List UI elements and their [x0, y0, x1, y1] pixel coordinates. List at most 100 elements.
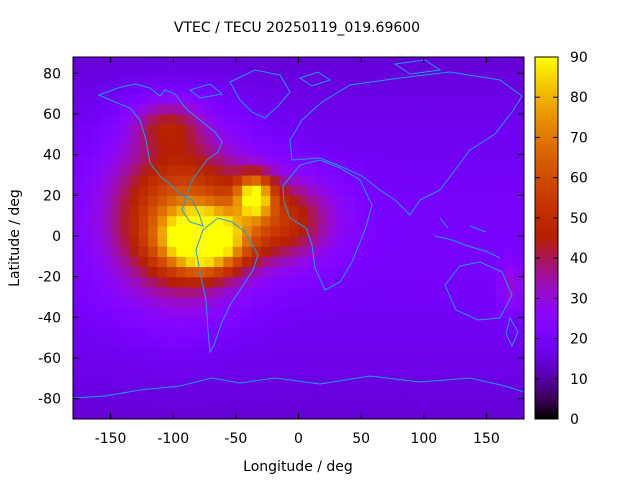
heatmap-cell — [448, 225, 459, 237]
heatmap-cell — [345, 378, 356, 390]
heatmap-cell — [345, 317, 356, 329]
heatmap-cell — [430, 63, 441, 74]
x-axis: -150 -100 -50 0 50 100 150 — [95, 57, 500, 447]
heatmap-cell — [242, 205, 253, 217]
heatmap-cell — [439, 388, 450, 400]
heatmap-cell — [448, 144, 459, 156]
heatmap-cell — [73, 144, 83, 156]
heatmap-cell — [289, 327, 300, 339]
heatmap-cell — [166, 144, 177, 156]
heatmap-cell — [336, 266, 347, 278]
heatmap-cell — [82, 378, 93, 390]
heatmap-cell — [101, 195, 112, 207]
heatmap-cell — [505, 357, 516, 369]
heatmap-cell — [119, 215, 130, 227]
heatmap-cell — [82, 73, 93, 85]
heatmap-cell — [242, 215, 253, 227]
heatmap-cell — [326, 57, 337, 64]
heatmap-cell — [129, 276, 140, 288]
heatmap-cell — [336, 347, 347, 359]
heatmap-cell — [110, 256, 121, 268]
colorbar — [534, 56, 559, 420]
heatmap-cell — [486, 174, 497, 186]
heatmap-cell — [260, 347, 271, 359]
heatmap-cell — [148, 225, 159, 237]
heatmap-cell — [486, 164, 497, 176]
heatmap-cell — [486, 63, 497, 74]
heatmap-cell — [223, 124, 234, 135]
heatmap-cell — [110, 124, 121, 135]
heatmap-cell — [157, 408, 168, 419]
heatmap-cell — [242, 83, 253, 95]
heatmap-cell — [514, 57, 524, 64]
colorbar-tick-label: 50 — [570, 211, 588, 227]
heatmap-cell — [91, 57, 102, 64]
heatmap-cell — [326, 276, 337, 288]
heatmap-cell — [317, 347, 328, 359]
heatmap-cell — [298, 103, 309, 115]
heatmap-cell — [289, 195, 300, 207]
heatmap-cell — [298, 225, 309, 237]
heatmap-cell — [336, 307, 347, 318]
heatmap-cell — [336, 57, 347, 64]
heatmap-cell — [354, 296, 365, 308]
heatmap-cell — [204, 205, 215, 217]
heatmap-cell — [279, 296, 290, 308]
heatmap-cell — [176, 103, 187, 115]
heatmap-cell — [279, 368, 290, 379]
heatmap-cell — [317, 225, 328, 237]
heatmap-cell — [448, 307, 459, 318]
heatmap-cell — [298, 357, 309, 369]
heatmap-cell — [129, 357, 140, 369]
heatmap-cell — [430, 276, 441, 288]
heatmap-cell — [392, 124, 403, 135]
heatmap-cell — [486, 144, 497, 156]
heatmap-cell — [505, 307, 516, 318]
heatmap-cell — [336, 83, 347, 95]
heatmap-cell — [486, 368, 497, 379]
heatmap-cell — [270, 286, 281, 298]
heatmap-cell — [364, 144, 375, 156]
heatmap-cell — [307, 378, 318, 390]
heatmap-cell — [383, 73, 394, 85]
heatmap-cell — [82, 124, 93, 135]
heatmap-cell — [467, 154, 478, 166]
heatmap-cell — [354, 388, 365, 400]
heatmap-cell — [336, 398, 347, 410]
heatmap-cell — [129, 408, 140, 419]
heatmap-cell — [401, 398, 412, 410]
heatmap-cell — [354, 103, 365, 115]
heatmap-cell — [458, 134, 469, 146]
heatmap-cell — [204, 215, 215, 227]
heatmap-cell — [420, 83, 431, 95]
heatmap-cell — [307, 205, 318, 217]
heatmap-cell — [251, 124, 262, 135]
chart-title: VTEC / TECU 20250119_019.69600 — [174, 20, 420, 36]
heatmap-cell — [279, 378, 290, 390]
heatmap-cell — [138, 378, 149, 390]
heatmap-cell — [430, 134, 441, 146]
heatmap-cell — [373, 296, 384, 308]
heatmap-cell — [223, 378, 234, 390]
heatmap-cell — [336, 337, 347, 349]
heatmap-cell — [430, 317, 441, 329]
heatmap-cell — [401, 103, 412, 115]
heatmap-cell — [119, 368, 130, 379]
heatmap-cell — [411, 195, 422, 207]
heatmap-cell — [392, 57, 403, 64]
heatmap-cell — [317, 185, 328, 196]
heatmap-cell — [270, 347, 281, 359]
heatmap-cell — [298, 408, 309, 419]
heatmap-cell — [336, 174, 347, 186]
heatmap-cell — [195, 235, 206, 247]
heatmap-cell — [298, 266, 309, 278]
heatmap-cell — [166, 408, 177, 419]
heatmap-cell — [514, 388, 524, 400]
heatmap-cell — [279, 225, 290, 237]
heatmap-cell — [373, 347, 384, 359]
heatmap-cell — [279, 154, 290, 166]
heatmap-cell — [364, 317, 375, 329]
heatmap-cell — [279, 307, 290, 318]
heatmap-cell — [213, 378, 224, 390]
heatmap-cell — [411, 266, 422, 278]
